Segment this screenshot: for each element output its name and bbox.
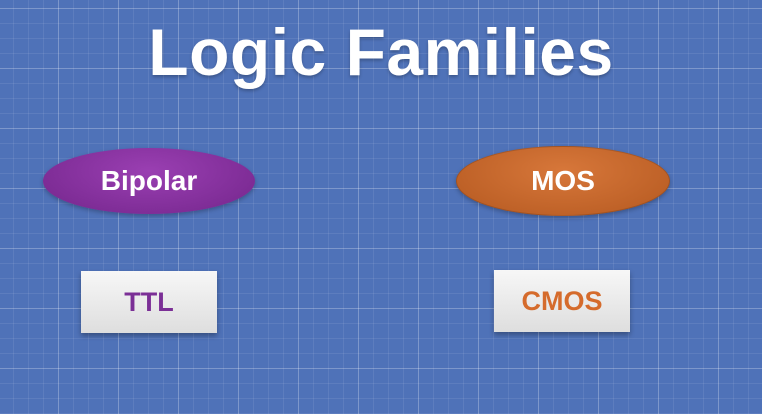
mos-family-node: MOS xyxy=(456,146,670,216)
bipolar-family-node: Bipolar xyxy=(43,148,255,214)
ttl-label: TTL xyxy=(124,286,174,317)
cmos-label: CMOS xyxy=(521,285,603,316)
cmos-subfamily-box: CMOS xyxy=(494,270,630,332)
bipolar-label: Bipolar xyxy=(100,165,198,196)
ttl-subfamily-box: TTL xyxy=(81,271,217,333)
slide-title: Logic Families xyxy=(148,15,614,89)
mos-label: MOS xyxy=(531,165,595,196)
